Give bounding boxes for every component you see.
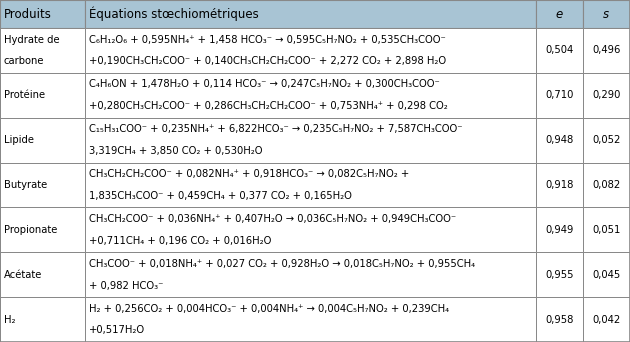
Bar [85, 28, 536, 73]
Text: 0,052: 0,052 [592, 135, 621, 145]
Bar [0, 28, 85, 73]
Bar [0, 297, 85, 342]
Text: 0,042: 0,042 [592, 315, 621, 325]
Text: C₄H₆ON + 1,478H₂O + 0,114 HCO₃⁻ → 0,247C₅H₇NO₂ + 0,300CH₃COO⁻: C₄H₆ON + 1,478H₂O + 0,114 HCO₃⁻ → 0,247C… [89, 79, 440, 90]
Text: H₂ + 0,256CO₂ + 0,004HCO₃⁻ + 0,004NH₄⁺ → 0,004C₅H₇NO₂ + 0,239CH₄: H₂ + 0,256CO₂ + 0,004HCO₃⁻ + 0,004NH₄⁺ →… [89, 304, 449, 314]
Bar [536, 118, 583, 162]
Text: 0,955: 0,955 [545, 270, 573, 280]
Text: CH₃CH₂COO⁻ + 0,036NH₄⁺ + 0,407H₂O → 0,036C₅H₇NO₂ + 0,949CH₃COO⁻: CH₃CH₂COO⁻ + 0,036NH₄⁺ + 0,407H₂O → 0,03… [89, 214, 456, 224]
Text: e: e [556, 8, 563, 21]
Bar [0, 118, 85, 162]
Text: +0,280CH₃CH₂COO⁻ + 0,286CH₃CH₂CH₂COO⁻ + 0,753NH₄⁺ + 0,298 CO₂: +0,280CH₃CH₂COO⁻ + 0,286CH₃CH₂CH₂COO⁻ + … [89, 101, 448, 111]
Text: 0,710: 0,710 [545, 90, 573, 100]
Text: 0,918: 0,918 [545, 180, 573, 190]
Text: 0,948: 0,948 [545, 135, 573, 145]
Bar [0, 73, 85, 118]
Text: s: s [604, 8, 609, 21]
Text: +0,711CH₄ + 0,196 CO₂ + 0,016H₂O: +0,711CH₄ + 0,196 CO₂ + 0,016H₂O [89, 236, 272, 246]
Bar [536, 297, 583, 342]
Text: C₁₅H₃₁COO⁻ + 0,235NH₄⁺ + 6,822HCO₃⁻ → 0,235C₅H₇NO₂ + 7,587CH₃COO⁻: C₁₅H₃₁COO⁻ + 0,235NH₄⁺ + 6,822HCO₃⁻ → 0,… [89, 124, 462, 134]
Bar [0, 162, 85, 208]
Text: +0,190CH₃CH₂COO⁻ + 0,140CH₃CH₂CH₂COO⁻ + 2,272 CO₂ + 2,898 H₂O: +0,190CH₃CH₂COO⁻ + 0,140CH₃CH₂CH₂COO⁻ + … [89, 56, 446, 66]
Bar [0, 252, 85, 297]
Bar [583, 73, 630, 118]
Text: Lipide: Lipide [4, 135, 34, 145]
Text: 0,958: 0,958 [545, 315, 573, 325]
Text: 3,319CH₄ + 3,850 CO₂ + 0,530H₂O: 3,319CH₄ + 3,850 CO₂ + 0,530H₂O [89, 146, 263, 156]
Bar [85, 118, 536, 162]
Bar [85, 0, 536, 28]
Bar [536, 73, 583, 118]
Text: 1,835CH₃COO⁻ + 0,459CH₄ + 0,377 CO₂ + 0,165H₂O: 1,835CH₃COO⁻ + 0,459CH₄ + 0,377 CO₂ + 0,… [89, 191, 352, 201]
Bar [536, 162, 583, 208]
Bar [0, 0, 85, 28]
Text: C₆H₁₂O₆ + 0,595NH₄⁺ + 1,458 HCO₃⁻ → 0,595C₅H₇NO₂ + 0,535CH₃COO⁻: C₆H₁₂O₆ + 0,595NH₄⁺ + 1,458 HCO₃⁻ → 0,59… [89, 35, 446, 44]
Text: +0,517H₂O: +0,517H₂O [89, 326, 145, 336]
Bar [85, 208, 536, 252]
Bar [536, 208, 583, 252]
Text: 0,496: 0,496 [592, 45, 621, 55]
Bar [0, 208, 85, 252]
Text: Butyrate: Butyrate [4, 180, 47, 190]
Bar [85, 297, 536, 342]
Text: 0,082: 0,082 [592, 180, 621, 190]
Bar [583, 0, 630, 28]
Bar [85, 252, 536, 297]
Bar [85, 162, 536, 208]
Bar [85, 73, 536, 118]
Bar [583, 162, 630, 208]
Bar [583, 118, 630, 162]
Text: CH₃CH₂CH₂COO⁻ + 0,082NH₄⁺ + 0,918HCO₃⁻ → 0,082C₅H₇NO₂ +: CH₃CH₂CH₂COO⁻ + 0,082NH₄⁺ + 0,918HCO₃⁻ →… [89, 169, 410, 179]
Bar [536, 28, 583, 73]
Bar [583, 297, 630, 342]
Text: Équations stœchiométriques: Équations stœchiométriques [89, 7, 259, 21]
Bar [536, 0, 583, 28]
Text: Propionate: Propionate [4, 225, 57, 235]
Text: 0,290: 0,290 [592, 90, 621, 100]
Text: 0,949: 0,949 [545, 225, 573, 235]
Text: Hydrate de: Hydrate de [4, 35, 60, 44]
Text: Protéine: Protéine [4, 90, 45, 100]
Text: carbone: carbone [4, 56, 45, 66]
Bar [583, 252, 630, 297]
Bar [583, 208, 630, 252]
Text: Acétate: Acétate [4, 270, 42, 280]
Text: + 0,982 HCO₃⁻: + 0,982 HCO₃⁻ [89, 280, 163, 291]
Text: 0,504: 0,504 [545, 45, 573, 55]
Bar [583, 28, 630, 73]
Text: 0,045: 0,045 [592, 270, 621, 280]
Text: CH₃COO⁻ + 0,018NH₄⁺ + 0,027 CO₂ + 0,928H₂O → 0,018C₅H₇NO₂ + 0,955CH₄: CH₃COO⁻ + 0,018NH₄⁺ + 0,027 CO₂ + 0,928H… [89, 259, 475, 269]
Text: Produits: Produits [4, 8, 52, 21]
Bar [536, 252, 583, 297]
Text: 0,051: 0,051 [592, 225, 621, 235]
Text: H₂: H₂ [4, 315, 16, 325]
